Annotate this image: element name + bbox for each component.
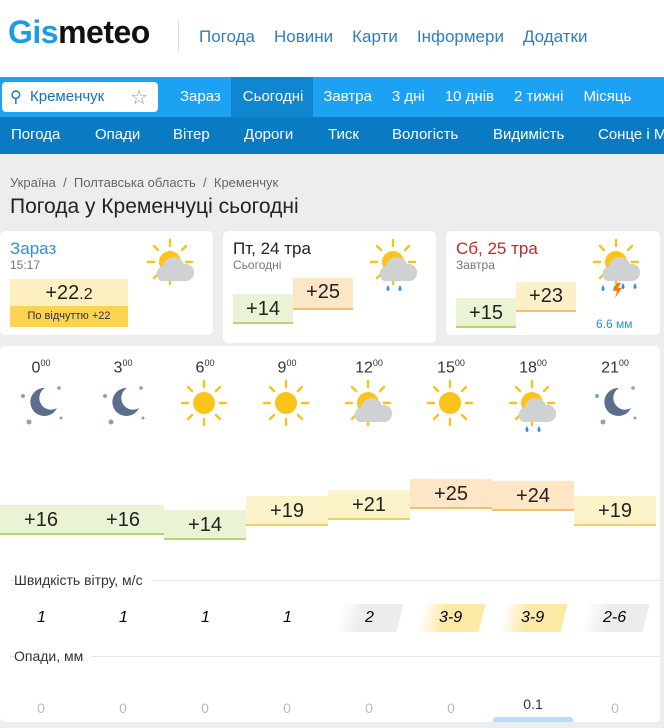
nav-maps[interactable]: Карти (352, 27, 398, 46)
divider (178, 20, 179, 52)
subtab-wind[interactable]: Вітер (173, 126, 210, 143)
hour-label: 600 (195, 358, 215, 377)
hour-label: 2100 (601, 358, 629, 377)
subtab-roads[interactable]: Дороги (244, 126, 294, 143)
main-nav: Погода Новини Карти Інформери Додатки (199, 27, 587, 47)
temperature-mark: +24 (492, 481, 574, 512)
search-icon: ⚲ (10, 89, 22, 106)
tomorrow-max: +23 (516, 282, 576, 312)
now-temp: +22.2 (10, 279, 128, 306)
tomorrow-sub: Завтра (456, 258, 495, 272)
partly-cloudy-icon (343, 378, 395, 440)
tab-3-days[interactable]: 3 дні (391, 88, 425, 105)
cloud-sun-rain-icon (368, 237, 420, 291)
wind-speed: 1 (200, 609, 210, 626)
wind-speed: 3-9 (416, 604, 486, 632)
hour-label: 900 (277, 358, 297, 377)
tomorrow-precip: 6.6 мм (596, 317, 633, 331)
wind-speed: 1 (282, 609, 292, 626)
today-card[interactable]: Пт, 24 тра Сьогодні +14 +25 (223, 231, 436, 343)
tab-month[interactable]: Місяць (583, 88, 632, 105)
cloud-sun-rain-icon (507, 378, 559, 432)
temperature-mark: +19 (246, 495, 328, 526)
wind-speed: 3-9 (498, 604, 568, 632)
subtab-precip[interactable]: Опади (95, 126, 141, 143)
tomorrow-card[interactable]: Сб, 25 тра Завтра 6.6 мм +15 +23 (446, 231, 660, 335)
temperature-mark: +19 (574, 495, 656, 526)
today-title: Пт, 24 тра (233, 239, 311, 258)
breadcrumb-city[interactable]: Кременчук (213, 175, 279, 190)
nav-news[interactable]: Новини (273, 27, 334, 46)
precip-value: 0 (447, 700, 455, 716)
subtab-weather[interactable]: Погода (11, 126, 61, 143)
wind-speed: 1 (118, 609, 128, 626)
temperature-mark: +16 (0, 504, 82, 535)
divider (10, 656, 660, 657)
page-title: Погода у Кременчуці сьогодні (10, 195, 299, 218)
now-time: 15:17 (10, 258, 41, 272)
partly-cloudy-icon (145, 237, 197, 289)
subtab-humidity[interactable]: Вологість (392, 126, 459, 143)
precip-label: Опади, мм (14, 648, 92, 664)
tab-10-days[interactable]: 10 днів (444, 88, 495, 105)
tomorrow-title: Сб, 25 тра (456, 239, 538, 258)
nav-informers[interactable]: Інформери (416, 27, 504, 46)
moon-stars-icon (595, 386, 637, 425)
today-min: +14 (233, 294, 293, 324)
today-max: +25 (293, 278, 353, 310)
hour-label: 000 (31, 358, 51, 377)
star-icon[interactable]: ☆ (130, 87, 148, 109)
sun-icon (262, 379, 310, 427)
subtab-pressure[interactable]: Тиск (328, 126, 359, 143)
now-title: Зараз (10, 239, 57, 258)
temperature-mark: +16 (82, 504, 164, 535)
divider (10, 580, 660, 581)
now-card[interactable]: Зараз 15:17 +22.2 По відчуттю +22 (0, 231, 213, 335)
precip-value: 0 (201, 700, 209, 716)
tomorrow-min: +15 (456, 298, 516, 328)
sub-tabs: Погода Опади Вітер Дороги Тиск Вологість… (0, 117, 664, 154)
hourly-forecast: Швидкість вітру, м/с Опади, мм 000 +16 1 0 3… (0, 346, 660, 722)
sun-icon (180, 379, 228, 427)
breadcrumb-region[interactable]: Полтавська область (73, 175, 196, 190)
cloud-sun-thunderstorm-icon (591, 237, 643, 298)
temperature-mark: +21 (328, 490, 410, 521)
breadcrumb: Україна / Полтавська область / Кременчук (10, 175, 279, 190)
sun-icon (426, 379, 474, 427)
hour-label: 1800 (519, 358, 547, 377)
breadcrumb-ukraine[interactable]: Україна (10, 175, 56, 190)
wind-speed: 1 (36, 609, 46, 626)
today-sub: Сьогодні (233, 258, 282, 272)
precip-value: 0 (37, 700, 45, 716)
feels-like: По відчуттю +22 (10, 306, 128, 327)
hour-label: 300 (113, 358, 133, 377)
precip-value: 0 (283, 700, 291, 716)
precip-value: 0 (365, 700, 373, 716)
moon-stars-icon (103, 386, 145, 425)
logo[interactable]: Gismeteo (8, 14, 150, 50)
tab-today[interactable]: Сьогодні (230, 77, 314, 117)
wind-speed: 2-6 (580, 604, 650, 632)
precip-bar (493, 717, 573, 722)
wind-speed: 2 (334, 604, 404, 632)
temperature-mark: +25 (410, 478, 492, 509)
precip-value: 0 (119, 700, 127, 716)
wind-label: Швидкість вітру, м/с (14, 572, 151, 588)
temperature-mark: +14 (164, 510, 246, 541)
subtab-sun-moon[interactable]: Сонце і М (598, 126, 664, 143)
hour-label: 1500 (437, 358, 465, 377)
tab-2-weeks[interactable]: 2 тижні (514, 88, 564, 105)
subtab-visibility[interactable]: Видимість (493, 126, 565, 143)
precip-value: 0.1 (523, 696, 543, 712)
moon-stars-icon (21, 386, 63, 425)
hour-label: 1200 (355, 358, 383, 377)
nav-apps[interactable]: Додатки (522, 27, 588, 46)
tab-now[interactable]: Зараз (180, 88, 221, 105)
nav-weather[interactable]: Погода (199, 27, 255, 46)
precip-value: 0 (611, 700, 619, 716)
header: Gismeteo Погода Новини Карти Інформери Д… (0, 0, 664, 77)
tab-tomorrow[interactable]: Завтра (323, 88, 372, 105)
period-tabs: Зараз Сьогодні Завтра 3 дні 10 днів 2 ти… (170, 77, 641, 117)
search-input[interactable]: ⚲ Кременчук ☆ (2, 82, 158, 112)
